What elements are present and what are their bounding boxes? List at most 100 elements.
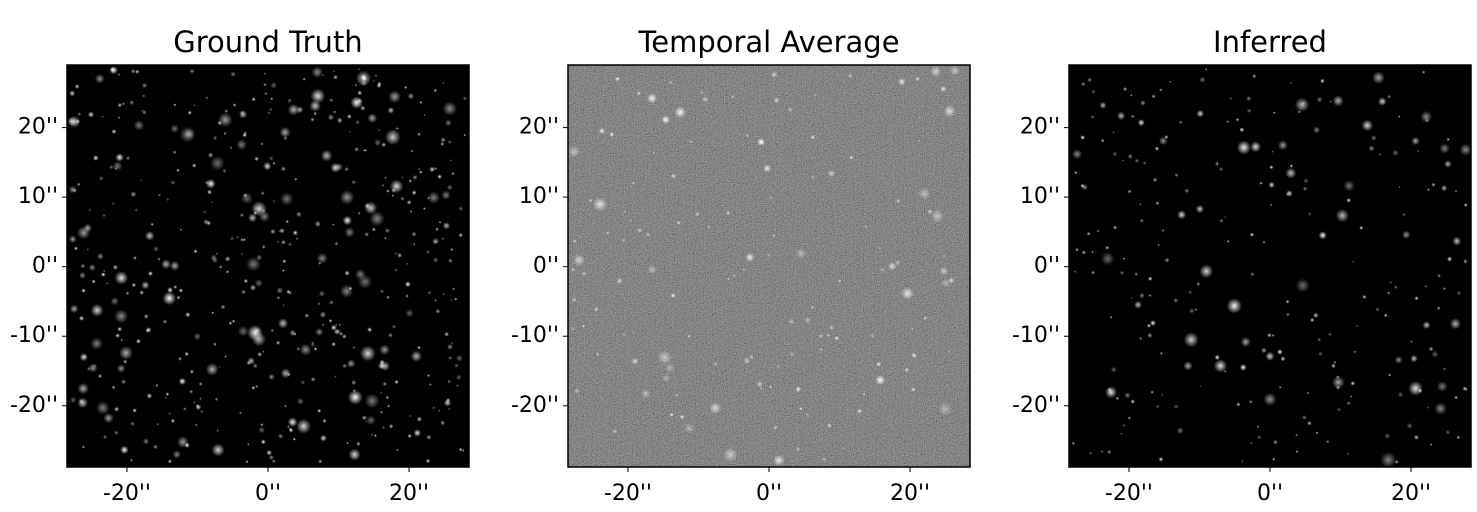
star (454, 297, 458, 301)
star (632, 330, 635, 334)
star (79, 352, 88, 362)
y-tick-label: -20'' (511, 393, 559, 418)
star (1295, 433, 1299, 437)
star (167, 459, 172, 464)
star (834, 335, 840, 341)
star (286, 425, 290, 428)
star (1151, 94, 1156, 99)
star (447, 343, 453, 350)
star (440, 142, 445, 147)
star (236, 139, 248, 151)
star (320, 149, 333, 162)
star (940, 85, 947, 93)
star (1335, 209, 1349, 223)
star (282, 269, 285, 272)
star (1297, 110, 1301, 114)
star (1218, 166, 1224, 172)
star (340, 284, 354, 298)
star (69, 396, 77, 404)
star (354, 146, 360, 152)
star (211, 200, 214, 204)
star (384, 236, 387, 240)
star (1188, 290, 1193, 295)
star (1329, 100, 1332, 103)
star (316, 252, 328, 264)
star (1173, 404, 1179, 410)
star (220, 304, 226, 310)
star (162, 291, 177, 306)
star (1320, 78, 1325, 84)
star (632, 181, 635, 185)
star (593, 307, 599, 312)
star (1459, 143, 1472, 156)
star (131, 282, 137, 288)
star (1155, 201, 1160, 206)
star (923, 316, 928, 320)
star (422, 207, 426, 211)
star (1350, 381, 1356, 386)
x-tick-label: 0'' (255, 481, 281, 506)
star (74, 84, 80, 89)
image-background (1069, 65, 1471, 467)
star (411, 190, 417, 196)
star (1332, 95, 1344, 107)
star (252, 363, 258, 369)
star (357, 274, 373, 289)
star (68, 185, 77, 194)
star (1081, 81, 1086, 87)
star (269, 107, 273, 112)
star (379, 410, 383, 414)
star (431, 406, 436, 410)
star (572, 253, 586, 267)
star (405, 294, 409, 298)
star (623, 210, 626, 214)
star (401, 176, 404, 179)
star (404, 85, 408, 90)
star (355, 70, 372, 86)
star (381, 184, 385, 187)
star (1120, 432, 1123, 435)
star (915, 76, 920, 82)
star (1431, 350, 1439, 358)
star (287, 98, 292, 103)
star (1213, 359, 1228, 373)
star (1147, 276, 1153, 282)
star (240, 252, 244, 256)
star (827, 169, 836, 178)
star (394, 379, 399, 385)
star (1343, 180, 1355, 192)
star (1362, 294, 1367, 300)
star (1325, 439, 1330, 444)
star (408, 179, 412, 183)
star (631, 357, 639, 365)
star (1138, 336, 1143, 341)
star (1239, 127, 1245, 133)
star (1370, 135, 1377, 141)
star (246, 361, 251, 365)
star (228, 321, 233, 326)
star (1442, 287, 1446, 291)
star (1127, 416, 1132, 420)
star (1355, 324, 1359, 328)
star (251, 332, 266, 347)
star (164, 396, 167, 399)
star (342, 215, 353, 226)
star (1072, 149, 1083, 160)
x-tick-label: 0'' (1257, 481, 1283, 506)
star (112, 161, 123, 172)
star (295, 211, 302, 218)
star (346, 441, 349, 445)
star (1273, 111, 1276, 114)
x-tick-label: 20'' (1391, 481, 1431, 506)
star (621, 238, 626, 243)
star (455, 354, 463, 362)
star (713, 362, 718, 366)
star (1313, 126, 1321, 134)
star (1429, 443, 1433, 446)
star (1134, 158, 1139, 163)
star (157, 257, 161, 261)
star (407, 92, 415, 100)
star (1309, 317, 1315, 323)
star (360, 105, 366, 111)
